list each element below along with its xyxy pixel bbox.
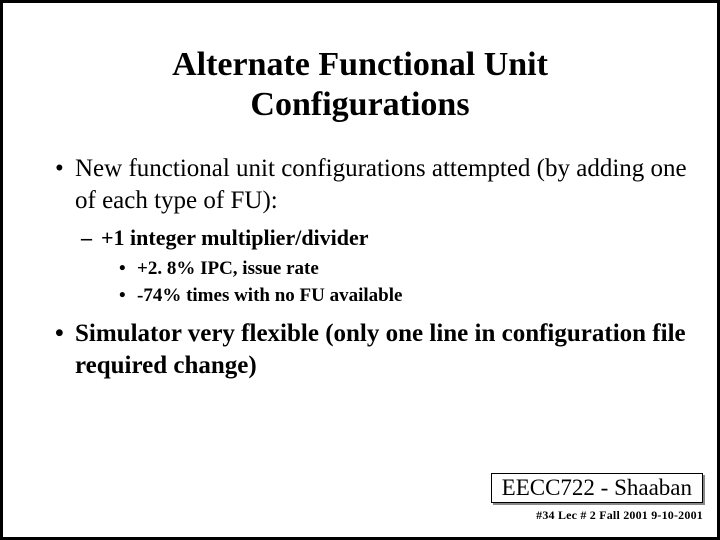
bullet-level1: •New functional unit configurations atte… xyxy=(29,153,691,217)
footer-course-text: EECC722 - Shaaban xyxy=(502,475,692,500)
footer-meta-text: #34 Lec # 2 Fall 2001 9-10-2001 xyxy=(536,508,703,522)
title-line-1: Alternate Functional Unit xyxy=(172,46,548,83)
bullet-text: New functional unit configurations attem… xyxy=(75,155,687,214)
footer-course-box: EECC722 - Shaaban xyxy=(491,473,703,503)
bullet-level3: •+2. 8% IPC, issue rate xyxy=(29,255,691,283)
bullet-level1: •Simulator very flexible (only one line … xyxy=(29,318,691,382)
bullet-text: Simulator very flexible (only one line i… xyxy=(75,320,686,379)
bullet-text: -74% times with no FU available xyxy=(137,285,402,306)
slide-title: Alternate Functional Unit Configurations xyxy=(3,45,717,125)
bullet-dot-icon: • xyxy=(55,153,75,185)
bullet-dot-icon: • xyxy=(119,255,137,283)
bullet-text: +1 integer multiplier/divider xyxy=(101,225,369,250)
bullet-dash-icon: – xyxy=(81,223,101,253)
slide-body: •New functional unit configurations atte… xyxy=(3,153,717,382)
slide: Alternate Functional Unit Configurations… xyxy=(0,0,720,540)
bullet-level3: •-74% times with no FU available xyxy=(29,282,691,310)
title-line-2: Configurations xyxy=(250,86,469,123)
bullet-text: +2. 8% IPC, issue rate xyxy=(137,258,319,279)
bullet-dot-icon: • xyxy=(55,318,75,350)
bullet-dot-icon: • xyxy=(119,282,137,310)
footer-meta: #34 Lec # 2 Fall 2001 9-10-2001 xyxy=(536,508,703,523)
bullet-level2: –+1 integer multiplier/divider xyxy=(29,223,691,253)
